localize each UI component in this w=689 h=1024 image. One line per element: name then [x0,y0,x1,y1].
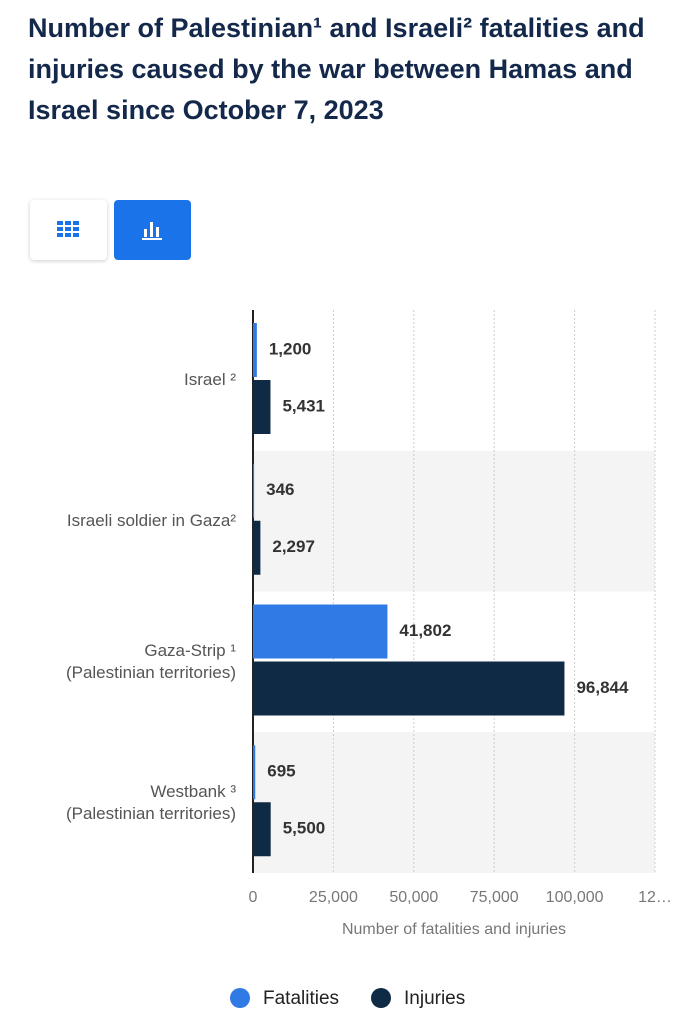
chart-icon [142,222,162,240]
value-label: 2,297 [272,537,315,556]
bar [253,604,388,659]
table-view-button[interactable] [30,200,107,260]
bar [253,802,271,857]
y-tick-label: Israel ² [184,370,236,390]
bar [253,380,271,434]
x-tick-label: 100,000 [546,889,604,906]
value-label: 96,844 [576,678,629,697]
legend-label: Injuries [404,988,465,1009]
x-tick-label: 25,000 [309,889,358,906]
band-background [253,732,655,873]
value-label: 5,431 [282,396,325,415]
legend-label: Fatalities [263,988,339,1009]
y-tick-label: Israeli soldier in Gaza² [66,511,236,531]
bar [253,661,565,716]
y-tick-label: Gaza-Strip ¹ (Palestinian territories) [65,640,236,682]
x-tick-label: 12… [638,889,672,906]
bar [253,520,261,575]
chart-title: Number of Palestinian¹ and Israeli² fata… [28,13,645,125]
value-label: 1,200 [269,339,312,358]
legend-marker [371,988,391,1008]
bar [253,745,256,800]
value-label: 695 [267,762,295,781]
x-tick-label: 0 [249,889,258,906]
value-label: 346 [266,480,294,499]
table-icon [57,221,79,237]
x-tick-label: 75,000 [470,889,519,906]
chart-view-button[interactable] [114,200,191,260]
bar [253,323,257,377]
legend-marker [230,988,250,1008]
value-label: 41,802 [399,621,451,640]
band-background [253,450,655,592]
x-tick-label: 50,000 [389,889,438,906]
bar [253,463,255,518]
y-tick-label: Westbank ³ (Palestinian territories) [65,781,236,823]
value-label: 5,500 [283,819,326,838]
x-axis-label: Number of fatalities and injuries [342,921,566,938]
